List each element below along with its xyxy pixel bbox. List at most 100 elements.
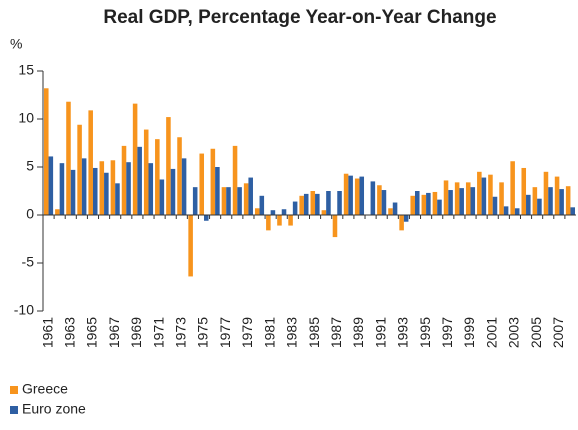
bar bbox=[281, 209, 287, 215]
bar bbox=[481, 177, 487, 215]
bar bbox=[510, 161, 515, 215]
bar bbox=[155, 139, 160, 215]
bar bbox=[288, 215, 293, 226]
bar bbox=[59, 163, 65, 215]
bar bbox=[503, 206, 509, 215]
bar bbox=[470, 187, 476, 215]
bar bbox=[326, 191, 331, 215]
bar bbox=[292, 201, 298, 215]
bar bbox=[426, 192, 431, 215]
bar bbox=[132, 103, 138, 215]
legend-swatch bbox=[10, 386, 18, 394]
bar bbox=[243, 183, 249, 215]
x-tick-label: 1965 bbox=[84, 317, 100, 348]
bar bbox=[359, 176, 365, 215]
bar bbox=[188, 215, 193, 277]
bar bbox=[192, 187, 198, 215]
bar bbox=[521, 167, 527, 215]
bar bbox=[514, 208, 520, 215]
bar bbox=[403, 215, 409, 222]
bar bbox=[332, 215, 338, 238]
y-tick-label: -5 bbox=[22, 254, 35, 270]
bar bbox=[543, 171, 549, 215]
bar bbox=[88, 110, 93, 215]
x-tick-label: 1961 bbox=[39, 317, 55, 348]
bar bbox=[377, 185, 382, 215]
x-tick-label: 1989 bbox=[350, 317, 366, 348]
bar bbox=[277, 215, 282, 226]
bar bbox=[99, 161, 105, 215]
bar bbox=[343, 173, 349, 215]
bar bbox=[565, 186, 571, 215]
bar bbox=[92, 167, 98, 215]
bar bbox=[303, 193, 309, 215]
bar bbox=[215, 167, 220, 215]
x-tick-label: 2007 bbox=[550, 317, 566, 348]
bar bbox=[210, 148, 216, 215]
bar bbox=[170, 168, 176, 215]
x-tick-label: 1969 bbox=[128, 317, 144, 348]
bar bbox=[477, 171, 482, 215]
bar bbox=[354, 178, 360, 215]
bar bbox=[492, 196, 498, 215]
x-tick-label: 1983 bbox=[284, 317, 300, 348]
bar bbox=[254, 208, 260, 215]
bar bbox=[392, 202, 398, 215]
bar bbox=[443, 180, 449, 215]
x-tick-label: 1981 bbox=[261, 317, 277, 348]
bar bbox=[199, 153, 205, 215]
bar bbox=[110, 160, 116, 215]
bar bbox=[381, 190, 387, 215]
y-tick-label: 0 bbox=[26, 206, 34, 222]
bar bbox=[570, 207, 576, 215]
bar bbox=[532, 187, 538, 215]
bar bbox=[548, 187, 553, 215]
bar bbox=[465, 182, 471, 215]
bar bbox=[537, 198, 542, 215]
bar bbox=[499, 182, 504, 215]
bar bbox=[226, 187, 231, 215]
bar bbox=[143, 129, 149, 215]
bar bbox=[526, 194, 531, 215]
bar bbox=[137, 146, 142, 215]
bar bbox=[232, 145, 238, 215]
legend-swatch bbox=[10, 406, 18, 414]
bar bbox=[554, 176, 560, 215]
x-tick-label: 2005 bbox=[528, 317, 544, 348]
bar bbox=[43, 88, 49, 215]
bar bbox=[454, 182, 460, 215]
y-tick-label: 5 bbox=[26, 158, 34, 174]
x-tick-label: 1979 bbox=[239, 317, 255, 348]
x-tick-label: 1987 bbox=[328, 317, 344, 348]
y-axis-label: % bbox=[10, 36, 22, 52]
bar bbox=[70, 169, 76, 215]
bar bbox=[270, 210, 276, 215]
bar bbox=[181, 158, 187, 215]
bar bbox=[48, 156, 54, 215]
bar bbox=[204, 215, 209, 221]
bar bbox=[81, 158, 87, 215]
x-tick-label: 1975 bbox=[195, 317, 211, 348]
legend-label: Euro zone bbox=[22, 401, 86, 417]
bar bbox=[55, 209, 60, 215]
bar bbox=[432, 191, 438, 215]
bar bbox=[166, 117, 171, 215]
bar bbox=[299, 195, 304, 215]
bar bbox=[437, 199, 442, 215]
x-tick-label: 1985 bbox=[306, 317, 322, 348]
bar bbox=[259, 195, 265, 215]
x-tick-label: 2001 bbox=[483, 317, 499, 348]
bar bbox=[221, 187, 227, 215]
bar bbox=[237, 187, 242, 215]
bar bbox=[66, 101, 71, 215]
bar bbox=[148, 163, 154, 215]
bar bbox=[126, 162, 131, 215]
bar bbox=[77, 124, 82, 215]
bar bbox=[370, 181, 376, 215]
bar bbox=[348, 175, 353, 215]
x-tick-label: 1971 bbox=[150, 317, 166, 348]
x-tick-label: 1997 bbox=[439, 317, 455, 348]
bar bbox=[177, 137, 182, 215]
bar bbox=[115, 183, 120, 215]
